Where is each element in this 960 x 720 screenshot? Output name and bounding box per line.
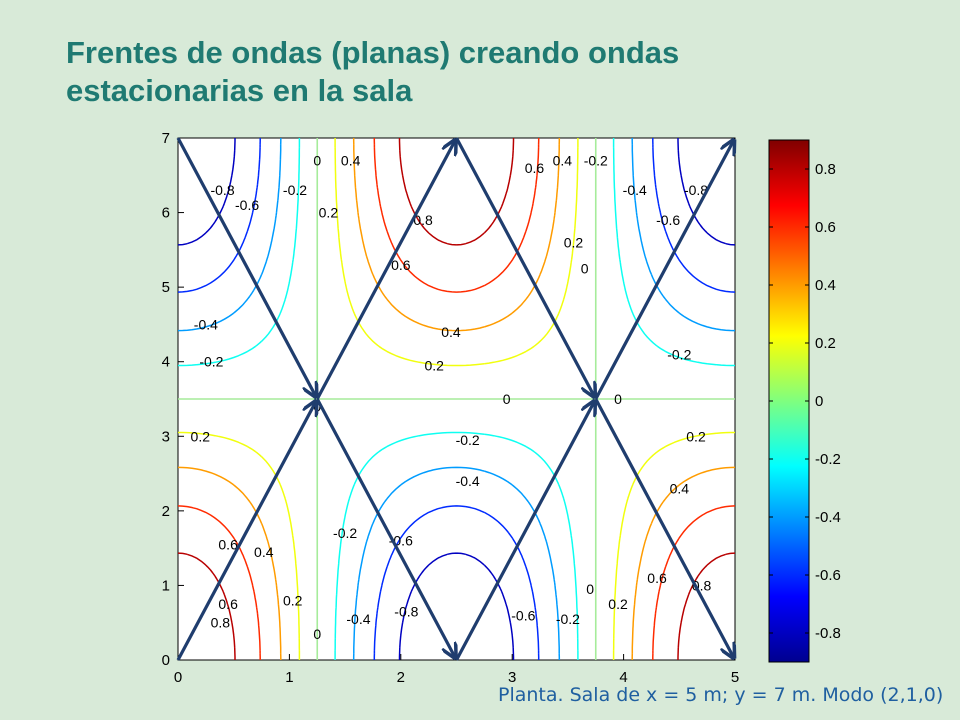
- colorbar-tick-label: 0: [815, 393, 823, 410]
- contour-label: 0.6: [218, 536, 238, 552]
- contour-label: 0.2: [424, 357, 444, 373]
- contour-label: -0.6: [235, 197, 259, 213]
- contour-label: 0.8: [211, 615, 231, 631]
- contour-label: -0.6: [656, 212, 680, 228]
- contour-label: 0.6: [525, 160, 545, 176]
- contour-label: 0: [581, 261, 589, 277]
- contour-label: 0: [614, 391, 622, 407]
- y-tick-label: 1: [162, 577, 170, 594]
- colorbar-tick-label: -0.2: [815, 451, 841, 468]
- wavefront-arrow: [176, 137, 315, 395]
- contour-label: -0.8: [210, 182, 234, 198]
- wavefront-arrow: [594, 398, 733, 656]
- wavefront-arrow: [315, 142, 454, 400]
- wavefront-arrow: [455, 137, 594, 395]
- colorbar-tick-label: 0.8: [815, 161, 836, 178]
- contour-line: [178, 138, 735, 660]
- contour-label: 0: [313, 152, 321, 168]
- colorbar-tick-label: 0.4: [815, 277, 836, 294]
- contour-label: -0.2: [333, 525, 357, 541]
- contour-line: [178, 138, 735, 660]
- colorbar: [768, 139, 810, 663]
- contour-label: 0.2: [608, 596, 628, 612]
- slide-title: Frentes de ondas (planas) creando ondas …: [66, 34, 926, 110]
- colorbar-tick-label: -0.8: [815, 625, 841, 642]
- contour-label: 0.4: [441, 324, 461, 340]
- x-tick-label: 5: [731, 669, 739, 686]
- x-tick-label: 4: [619, 669, 627, 686]
- contour-label: 0: [586, 581, 594, 597]
- colorbar-tick-label: -0.4: [815, 509, 841, 526]
- y-tick-label: 6: [162, 205, 170, 222]
- contour-label: 0.6: [218, 596, 238, 612]
- wavefront-arrow: [315, 398, 454, 656]
- y-tick-label: 4: [162, 354, 170, 371]
- contour-label: -0.2: [199, 354, 223, 370]
- contour-label: -0.6: [511, 607, 535, 623]
- y-tick-label: 7: [162, 130, 170, 147]
- contour-label: 0.2: [686, 428, 706, 444]
- contour-label: 0.2: [319, 205, 339, 221]
- contour-line: [178, 138, 735, 660]
- contour-line: [178, 138, 735, 660]
- contour-label: 0: [503, 391, 511, 407]
- contour-label: 0.6: [647, 570, 667, 586]
- contour-label: -0.2: [556, 611, 580, 627]
- contour-label: -0.4: [346, 611, 370, 627]
- wavefront-arrow: [594, 142, 733, 400]
- y-tick-label: 5: [162, 279, 170, 296]
- contour-line: [178, 138, 735, 660]
- x-tick-label: 1: [285, 669, 293, 686]
- y-tick-label: 2: [162, 503, 170, 520]
- contour-label: -0.4: [194, 316, 218, 332]
- contour-label: 0.4: [254, 544, 274, 560]
- colorbar-tick-label: 0.6: [815, 219, 836, 236]
- contour-label: 0.2: [191, 428, 211, 444]
- contour-label: 0.2: [564, 234, 584, 250]
- contour-label: -0.8: [394, 604, 418, 620]
- contour-label: 0.4: [553, 152, 573, 168]
- contour-label: 0: [313, 626, 321, 642]
- y-tick-label: 0: [162, 652, 170, 669]
- x-tick-label: 2: [397, 669, 405, 686]
- contour-label: 0.2: [283, 592, 303, 608]
- contour-label: -0.2: [283, 182, 307, 198]
- wavefront-arrow: [176, 403, 315, 661]
- slide-caption: Planta. Sala de x = 5 m; y = 7 m. Modo (…: [498, 684, 944, 706]
- slide-title-line1: Frentes de ondas (planas) creando ondas: [66, 35, 680, 70]
- contour-label: 0.4: [341, 152, 361, 168]
- x-tick-label: 0: [174, 669, 182, 686]
- colorbar-tick-label: 0.2: [815, 335, 836, 352]
- contour-label: 0.4: [670, 480, 690, 496]
- contour-label: -0.2: [584, 152, 608, 168]
- colorbar-tick-label: -0.6: [815, 567, 841, 584]
- contour-label: 0.8: [413, 212, 433, 228]
- contour-label: -0.4: [623, 182, 647, 198]
- contour-label: -0.2: [667, 346, 691, 362]
- contour-line: [178, 138, 735, 660]
- contour-label: -0.8: [684, 182, 708, 198]
- contour-label: 0.6: [391, 257, 411, 273]
- y-tick-label: 3: [162, 428, 170, 445]
- slide-title-line2: estacionarias en la sala: [66, 73, 413, 108]
- contour-label: -0.2: [456, 432, 480, 448]
- x-tick-label: 3: [508, 669, 516, 686]
- wavefront-arrow: [455, 403, 594, 661]
- contour-label: -0.4: [456, 473, 480, 489]
